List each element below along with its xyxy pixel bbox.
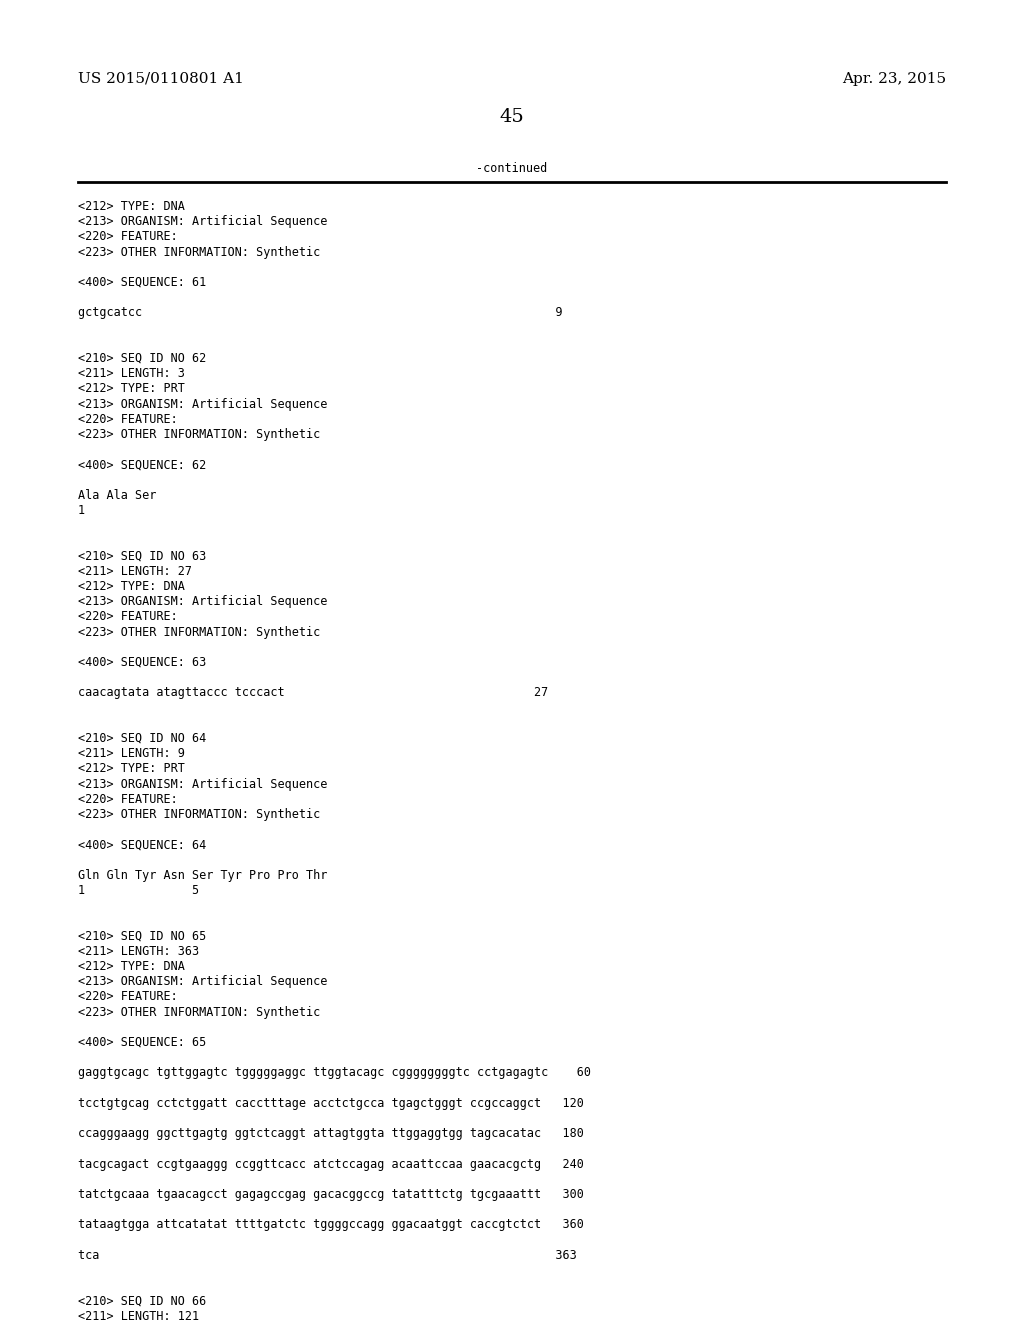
Text: gaggtgcagc tgttggagtc tgggggaggc ttggtacagc cggggggggtc cctgagagtc    60: gaggtgcagc tgttggagtc tgggggaggc ttggtac…	[78, 1067, 591, 1080]
Text: <211> LENGTH: 27: <211> LENGTH: 27	[78, 565, 193, 578]
Text: <211> LENGTH: 9: <211> LENGTH: 9	[78, 747, 185, 760]
Text: <212> TYPE: DNA: <212> TYPE: DNA	[78, 201, 185, 213]
Text: 1: 1	[78, 504, 85, 517]
Text: caacagtata atagttaccc tcccact                                   27: caacagtata atagttaccc tcccact 27	[78, 686, 548, 700]
Text: 45: 45	[500, 108, 524, 125]
Text: <211> LENGTH: 121: <211> LENGTH: 121	[78, 1309, 199, 1320]
Text: ccagggaagg ggcttgagtg ggtctcaggt attagtggta ttggaggtgg tagcacatac   180: ccagggaagg ggcttgagtg ggtctcaggt attagtg…	[78, 1127, 584, 1140]
Text: <212> TYPE: DNA: <212> TYPE: DNA	[78, 960, 185, 973]
Text: <220> FEATURE:: <220> FEATURE:	[78, 231, 178, 243]
Text: <223> OTHER INFORMATION: Synthetic: <223> OTHER INFORMATION: Synthetic	[78, 1006, 321, 1019]
Text: <213> ORGANISM: Artificial Sequence: <213> ORGANISM: Artificial Sequence	[78, 215, 328, 228]
Text: <210> SEQ ID NO 63: <210> SEQ ID NO 63	[78, 549, 206, 562]
Text: US 2015/0110801 A1: US 2015/0110801 A1	[78, 73, 244, 86]
Text: <220> FEATURE:: <220> FEATURE:	[78, 610, 178, 623]
Text: <220> FEATURE:: <220> FEATURE:	[78, 793, 178, 805]
Text: Apr. 23, 2015: Apr. 23, 2015	[842, 73, 946, 86]
Text: <211> LENGTH: 3: <211> LENGTH: 3	[78, 367, 185, 380]
Text: <210> SEQ ID NO 65: <210> SEQ ID NO 65	[78, 929, 206, 942]
Text: tca                                                                363: tca 363	[78, 1249, 577, 1262]
Text: Gln Gln Tyr Asn Ser Tyr Pro Pro Thr: Gln Gln Tyr Asn Ser Tyr Pro Pro Thr	[78, 869, 328, 882]
Text: <400> SEQUENCE: 65: <400> SEQUENCE: 65	[78, 1036, 206, 1049]
Text: -continued: -continued	[476, 162, 548, 176]
Text: <211> LENGTH: 363: <211> LENGTH: 363	[78, 945, 199, 958]
Text: Ala Ala Ser: Ala Ala Ser	[78, 488, 157, 502]
Text: <212> TYPE: PRT: <212> TYPE: PRT	[78, 763, 185, 775]
Text: <210> SEQ ID NO 64: <210> SEQ ID NO 64	[78, 733, 206, 744]
Text: <210> SEQ ID NO 62: <210> SEQ ID NO 62	[78, 352, 206, 366]
Text: <223> OTHER INFORMATION: Synthetic: <223> OTHER INFORMATION: Synthetic	[78, 428, 321, 441]
Text: <210> SEQ ID NO 66: <210> SEQ ID NO 66	[78, 1295, 206, 1307]
Text: <213> ORGANISM: Artificial Sequence: <213> ORGANISM: Artificial Sequence	[78, 397, 328, 411]
Text: <212> TYPE: DNA: <212> TYPE: DNA	[78, 579, 185, 593]
Text: <212> TYPE: PRT: <212> TYPE: PRT	[78, 383, 185, 396]
Text: <223> OTHER INFORMATION: Synthetic: <223> OTHER INFORMATION: Synthetic	[78, 808, 321, 821]
Text: gctgcatcc                                                          9: gctgcatcc 9	[78, 306, 562, 319]
Text: <223> OTHER INFORMATION: Synthetic: <223> OTHER INFORMATION: Synthetic	[78, 626, 321, 639]
Text: <213> ORGANISM: Artificial Sequence: <213> ORGANISM: Artificial Sequence	[78, 975, 328, 989]
Text: <400> SEQUENCE: 62: <400> SEQUENCE: 62	[78, 458, 206, 471]
Text: <220> FEATURE:: <220> FEATURE:	[78, 990, 178, 1003]
Text: <220> FEATURE:: <220> FEATURE:	[78, 413, 178, 426]
Text: tcctgtgcag cctctggatt cacctttage acctctgcca tgagctgggt ccgccaggct   120: tcctgtgcag cctctggatt cacctttage acctctg…	[78, 1097, 584, 1110]
Text: <400> SEQUENCE: 61: <400> SEQUENCE: 61	[78, 276, 206, 289]
Text: <400> SEQUENCE: 63: <400> SEQUENCE: 63	[78, 656, 206, 669]
Text: <213> ORGANISM: Artificial Sequence: <213> ORGANISM: Artificial Sequence	[78, 777, 328, 791]
Text: <223> OTHER INFORMATION: Synthetic: <223> OTHER INFORMATION: Synthetic	[78, 246, 321, 259]
Text: 1               5: 1 5	[78, 884, 199, 898]
Text: tataagtgga attcatatat ttttgatctc tggggccagg ggacaatggt caccgtctct   360: tataagtgga attcatatat ttttgatctc tggggcc…	[78, 1218, 584, 1232]
Text: tacgcagact ccgtgaaggg ccggttcacc atctccagag acaattccaa gaacacgctg   240: tacgcagact ccgtgaaggg ccggttcacc atctcca…	[78, 1158, 584, 1171]
Text: <400> SEQUENCE: 64: <400> SEQUENCE: 64	[78, 838, 206, 851]
Text: <213> ORGANISM: Artificial Sequence: <213> ORGANISM: Artificial Sequence	[78, 595, 328, 609]
Text: tatctgcaaa tgaacagcct gagagccgag gacacggccg tatatttctg tgcgaaattt   300: tatctgcaaa tgaacagcct gagagccgag gacacgg…	[78, 1188, 584, 1201]
